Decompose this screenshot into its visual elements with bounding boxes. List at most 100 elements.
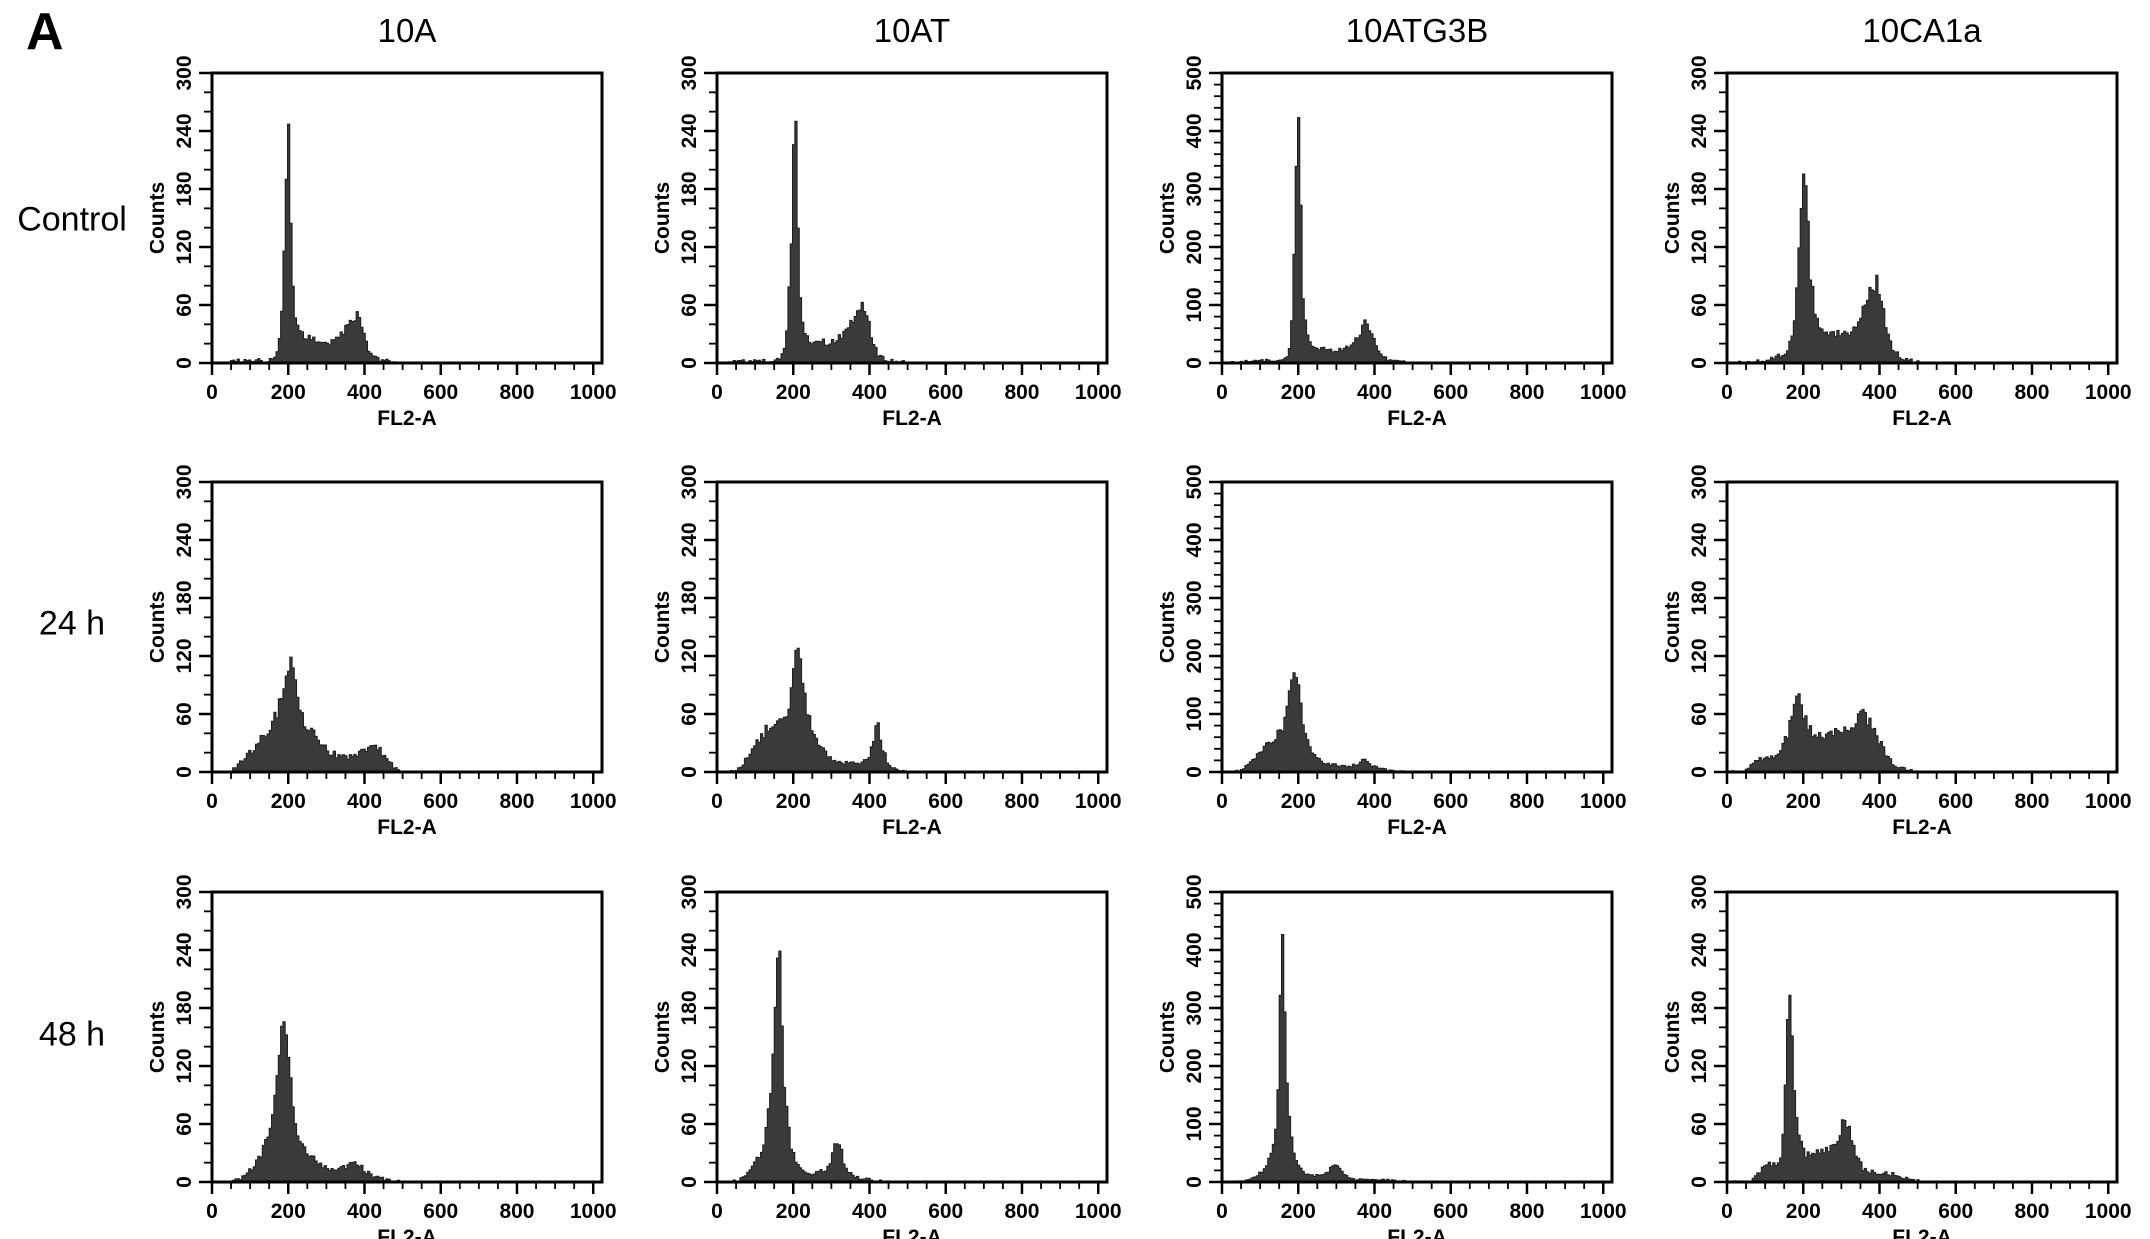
histogram-plot-24h-10ATG3B: 0 200 400 600 800 1000 FL2-A 0 100 200 300 400 500 Co… [1156,462,1660,839]
x-tick-label: 1000 [1580,381,1627,404]
y-axis-label: Counts [150,182,169,254]
x-tick-label: 200 [1281,381,1316,404]
histogram-area [1221,934,1612,1183]
row-label-control: Control [17,200,127,239]
y-tick-label: 300 [173,55,196,90]
x-tick-label: 600 [1938,1200,1973,1223]
y-axis-label: Counts [1160,591,1179,663]
y-tick-label: 180 [1688,990,1711,1025]
x-tick-label: 1000 [570,1200,617,1223]
x-tick-label: 0 [711,1200,723,1223]
y-tick-label: 60 [1688,702,1711,725]
histogram-svg-10CA1a-Control: 0 200 400 600 800 1000 FL2-A 0 60 120 180 240 300 Cou… [1661,55,2132,430]
x-tick-label: 800 [499,790,534,813]
x-axis-label: FL2-A [377,816,437,837]
x-tick-label: 0 [1721,1200,1733,1223]
y-tick-label: 120 [678,229,701,264]
y-tick-label: 300 [678,55,701,90]
y-axis-label: Counts [150,591,169,663]
y-tick-label: 180 [678,171,701,206]
y-tick-label: 240 [1688,522,1711,557]
y-tick-label: 300 [1183,580,1206,615]
y-tick-label: 180 [678,580,701,615]
x-axis-label: FL2-A [1387,407,1447,428]
x-tick-label: 0 [206,790,218,813]
y-axis-label: Counts [1160,182,1179,254]
x-tick-label: 200 [1786,381,1821,404]
y-tick-label: 200 [1183,638,1206,673]
x-tick-label: 200 [1786,1200,1821,1223]
x-tick-label: 800 [1004,381,1039,404]
y-tick-label: 0 [173,766,196,778]
x-tick-label: 1000 [2085,790,2132,813]
y-tick-label: 500 [1183,464,1206,499]
y-tick-label: 200 [1183,229,1206,264]
y-tick-label: 0 [173,1176,196,1188]
x-tick-label: 800 [1004,790,1039,813]
histogram-plot-Control-10A: 0 200 400 600 800 1000 FL2-A 0 60 120 180 240 300 Cou… [146,53,650,430]
y-tick-label: 400 [1183,932,1206,967]
panel-label: A [26,3,65,61]
y-axis-label: Counts [655,591,674,663]
x-axis-label: FL2-A [1892,407,1952,428]
x-tick-label: 1000 [1075,790,1122,813]
x-tick-label: 600 [423,381,458,404]
x-axis-label: FL2-A [1892,816,1952,837]
y-tick-label: 60 [678,702,701,725]
row-label-24h: 24 h [38,604,106,643]
x-tick-label: 200 [1281,1200,1316,1223]
x-tick-label: 0 [711,790,723,813]
x-tick-label: 800 [2014,381,2049,404]
x-axis-label: FL2-A [1387,1226,1447,1239]
x-tick-label: 800 [2014,1200,2049,1223]
x-tick-label: 400 [1862,381,1897,404]
y-tick-label: 180 [678,990,701,1025]
y-tick-label: 0 [678,1176,701,1188]
x-tick-label: 400 [1357,790,1392,813]
y-tick-label: 120 [173,638,196,673]
y-axis-label: Counts [150,1001,169,1073]
y-tick-label: 180 [1688,580,1711,615]
x-tick-label: 200 [271,1200,306,1223]
y-tick-label: 180 [173,171,196,206]
x-tick-label: 400 [1862,790,1897,813]
histogram-svg-10AT-48h: 0 200 400 600 800 1000 FL2-A 0 60 120 180 240 300 Cou… [651,874,1122,1239]
x-tick-label: 0 [1216,1200,1228,1223]
y-tick-label: 300 [173,464,196,499]
histogram-area [1727,173,2117,364]
y-tick-label: 300 [1688,874,1711,909]
y-tick-label: 100 [1183,1106,1206,1141]
y-tick-label: 120 [678,1048,701,1083]
x-tick-label: 600 [1433,1200,1468,1223]
y-tick-label: 240 [678,113,701,148]
y-tick-label: 100 [1183,287,1206,322]
x-tick-label: 600 [423,790,458,813]
row-label-48h: 48 h [38,1015,106,1054]
x-tick-label: 200 [776,790,811,813]
histogram-plot-24h-10A: 0 200 400 600 800 1000 FL2-A 0 60 120 180 240 300 Cou… [146,462,650,839]
x-tick-label: 400 [852,381,887,404]
x-tick-label: 0 [711,381,723,404]
y-tick-label: 240 [678,932,701,967]
x-axis-label: FL2-A [1387,816,1447,837]
y-tick-label: 240 [678,522,701,557]
y-tick-label: 300 [1688,55,1711,90]
x-tick-label: 600 [1938,790,1973,813]
y-tick-label: 120 [678,638,701,673]
histogram-svg-10AT-Control: 0 200 400 600 800 1000 FL2-A 0 60 120 180 240 300 Cou… [651,55,1122,430]
histogram-area [1726,693,2117,773]
x-tick-label: 0 [1721,381,1733,404]
histogram-svg-10CA1a-24h: 0 200 400 600 800 1000 FL2-A 0 60 120 180 240 300 Cou… [1661,464,2132,839]
x-tick-label: 200 [271,790,306,813]
y-tick-label: 0 [1688,766,1711,778]
histogram-svg-10ATG3B-48h: 0 200 400 600 800 1000 FL2-A 0 100 200 300 400 500 Co… [1156,874,1627,1239]
y-tick-label: 0 [1183,357,1206,369]
x-tick-label: 1000 [2085,381,2132,404]
y-tick-label: 400 [1183,113,1206,148]
x-tick-label: 0 [206,381,218,404]
x-tick-label: 400 [852,1200,887,1223]
y-tick-label: 0 [1688,357,1711,369]
y-tick-label: 0 [1183,766,1206,778]
column-title-10ca1a: 10CA1a [1862,12,1982,49]
x-axis-label: FL2-A [882,1226,942,1239]
